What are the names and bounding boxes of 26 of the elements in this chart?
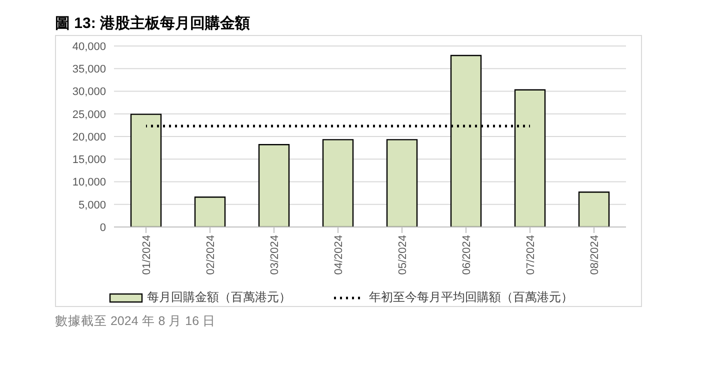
x-tick-label: 03/2024 bbox=[268, 235, 281, 275]
bar bbox=[258, 144, 290, 227]
y-tick-label: 20,000 bbox=[72, 131, 106, 144]
bar bbox=[194, 196, 226, 227]
bar bbox=[578, 192, 610, 227]
y-tick-label: 10,000 bbox=[72, 176, 106, 189]
y-tick-label: 0 bbox=[100, 222, 106, 234]
y-tick-label: 25,000 bbox=[72, 108, 106, 121]
bar bbox=[386, 139, 418, 227]
y-tick-label: 40,000 bbox=[72, 40, 106, 53]
x-tick-label: 04/2024 bbox=[332, 235, 345, 275]
y-tick-label: 30,000 bbox=[72, 86, 106, 98]
x-tick-label: 02/2024 bbox=[204, 235, 217, 275]
legend-label: 年初至今每月平均回購額（百萬港元） bbox=[369, 289, 573, 306]
x-tick-label: 01/2024 bbox=[140, 235, 153, 275]
y-tick-label: 35,000 bbox=[72, 64, 106, 76]
bar bbox=[322, 139, 354, 227]
x-tick-label: 08/2024 bbox=[588, 235, 601, 275]
y-tick-label: 5,000 bbox=[78, 199, 106, 212]
x-tick-label: 05/2024 bbox=[396, 235, 409, 275]
legend-label: 每月回購金額（百萬港元） bbox=[147, 289, 291, 306]
x-tick-label: 07/2024 bbox=[524, 235, 537, 275]
chart-title: 圖 13: 港股主板每月回購金額 bbox=[55, 14, 252, 33]
y-tick-label: 15,000 bbox=[72, 154, 106, 166]
text: 數據截至 2024 年 8 月 16 日 bbox=[55, 313, 217, 330]
x-tick-label: 06/2024 bbox=[460, 235, 473, 275]
